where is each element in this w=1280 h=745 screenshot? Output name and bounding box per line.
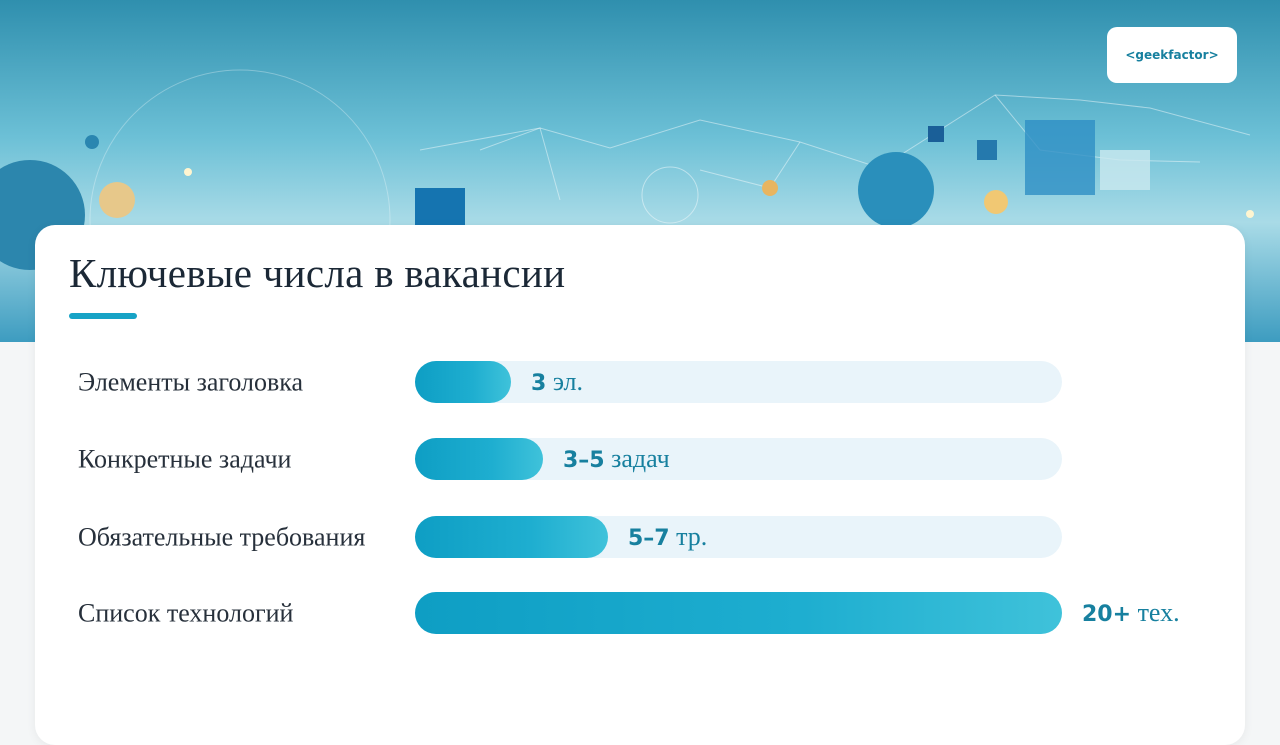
metric-number: 3 — [531, 371, 547, 396]
bar-track — [415, 592, 1062, 634]
bar — [415, 438, 543, 480]
bar-track — [415, 516, 1062, 558]
metric-number: 3–5 — [563, 448, 605, 473]
metric-label: Обязательные требования — [78, 522, 366, 552]
metric-label: Список технологий — [78, 598, 294, 628]
metric-row: Обязательные требования 5–7 тр. — [35, 515, 1245, 559]
logo: <geekfactor> — [1107, 27, 1237, 83]
title-underline — [69, 313, 137, 319]
bar — [415, 516, 608, 558]
metric-number: 5–7 — [628, 526, 670, 551]
banner-decoration — [0, 69, 1254, 342]
metric-value: 20+ тех. — [1082, 598, 1180, 628]
metric-value: 3–5 задач — [563, 444, 670, 474]
metric-value: 5–7 тр. — [628, 522, 707, 552]
metric-number: 20+ — [1082, 602, 1132, 627]
metric-unit: тех. — [1137, 598, 1180, 627]
metric-row: Элементы заголовка 3 эл. — [35, 360, 1245, 404]
metric-row: Список технологий 20+ тех. — [35, 591, 1245, 635]
bar — [415, 592, 1062, 634]
metric-unit: задач — [611, 444, 670, 473]
metric-value: 3 эл. — [531, 367, 583, 397]
metric-label: Конкретные задачи — [78, 444, 292, 474]
metric-unit: тр. — [676, 522, 708, 551]
bar-track — [415, 438, 1062, 480]
metric-label: Элементы заголовка — [78, 367, 304, 397]
bar-track — [415, 361, 1062, 403]
slide-title: Ключевые числа в вакансии — [69, 250, 566, 296]
bar — [415, 361, 511, 403]
content-card: Ключевые числа в вакансии Элементы загол… — [35, 225, 1245, 745]
metric-row: Конкретные задачи 3–5 задач — [35, 437, 1245, 481]
metric-unit: эл. — [552, 367, 583, 396]
